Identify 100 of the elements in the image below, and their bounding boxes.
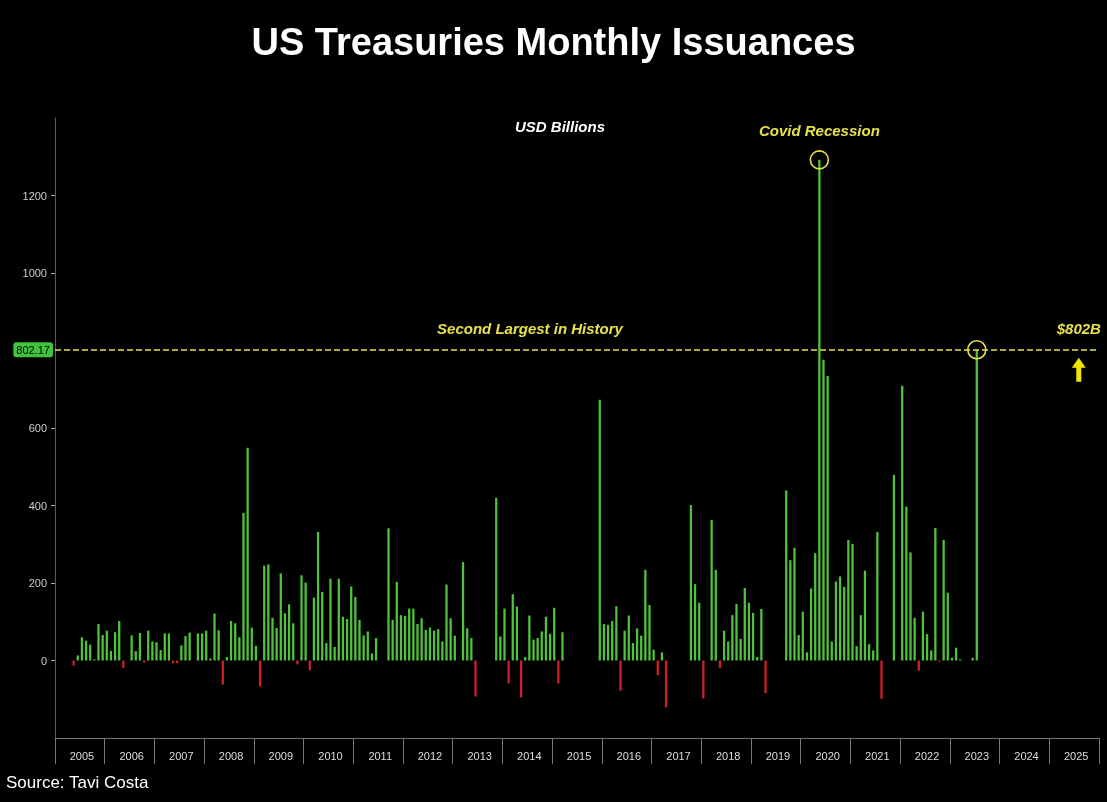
x-tick-label: 2012 (417, 749, 443, 762)
x-tick-label: 2010 (318, 749, 343, 762)
y-tick-label: 0 (40, 654, 47, 667)
x-tick-label: 2008 (218, 749, 244, 762)
bar (880, 660, 883, 699)
x-tick-label: 2014 (517, 749, 542, 762)
bar (561, 632, 564, 661)
x-tick-label: 2021 (865, 749, 890, 762)
bar (358, 619, 361, 661)
ref-line-label: 802.17 (16, 343, 50, 356)
bar (532, 639, 535, 661)
bar (445, 584, 448, 661)
bar (635, 628, 639, 661)
bar (872, 650, 875, 661)
bar (631, 643, 635, 661)
bar (374, 638, 378, 661)
bar (130, 635, 133, 661)
bar (109, 650, 113, 661)
bar (329, 578, 332, 661)
bar (470, 638, 473, 661)
bar (420, 618, 423, 661)
bar (167, 633, 171, 661)
bar (950, 657, 954, 661)
bar (200, 633, 204, 661)
bar (756, 657, 759, 661)
x-tick-label: 2015 (566, 749, 592, 762)
bar (739, 638, 742, 661)
bar (909, 552, 912, 661)
bar (72, 660, 75, 666)
bar (499, 636, 502, 661)
x-tick-label: 2022 (914, 749, 940, 762)
bar (362, 635, 365, 661)
annotation: Second Largest in History (437, 319, 624, 337)
bar (660, 652, 664, 661)
bar (238, 637, 241, 661)
x-tick-label: 2019 (765, 749, 791, 762)
bar (735, 603, 738, 661)
bar (867, 644, 871, 661)
bar (80, 637, 84, 661)
bar (196, 633, 200, 661)
bar (416, 624, 419, 661)
bar (325, 643, 328, 661)
bar (524, 657, 527, 661)
bar (764, 660, 767, 694)
x-tick-label: 2007 (169, 749, 194, 762)
bar (213, 613, 216, 661)
bar (466, 628, 469, 661)
bar (930, 650, 933, 661)
x-tick-label: 2023 (964, 749, 990, 762)
y-tick-label: 1000 (22, 267, 47, 279)
bar (540, 631, 543, 661)
y-tick-label: 200 (28, 577, 47, 589)
bar (536, 638, 539, 661)
bar (76, 655, 79, 661)
bar (619, 660, 622, 691)
bar (101, 634, 104, 661)
bar (822, 359, 825, 661)
bar (159, 650, 162, 661)
bar (954, 647, 958, 661)
bar (155, 642, 158, 661)
chart-subtitle: USD Billions (515, 118, 606, 135)
bar (271, 617, 274, 661)
bar (134, 651, 137, 661)
bar (184, 636, 187, 661)
bar (300, 575, 303, 661)
bar (793, 547, 796, 661)
bar (242, 512, 245, 661)
y-tick-label: 600 (28, 422, 47, 434)
bar (180, 645, 183, 661)
x-tick-label: 2013 (467, 749, 492, 762)
bar (387, 528, 390, 661)
bar (366, 631, 369, 661)
y-tick-label: 400 (28, 499, 47, 512)
y-tick-label: 1200 (22, 189, 47, 202)
bar (648, 605, 651, 661)
bar (851, 543, 854, 661)
source-note: Source: Tavi Costa (6, 773, 149, 792)
x-tick-label: 2005 (69, 749, 95, 762)
bar (225, 657, 229, 661)
bar (805, 652, 809, 661)
bar (97, 624, 100, 661)
bar (474, 660, 477, 697)
x-tick-label: 2011 (368, 749, 393, 762)
bar (163, 633, 166, 661)
x-tick-label: 2006 (119, 749, 144, 762)
annotation: Covid Recession (758, 121, 880, 139)
bar (333, 646, 336, 661)
bar (797, 634, 800, 661)
x-tick-label: 2020 (815, 749, 840, 762)
x-tick-label: 2018 (715, 749, 741, 762)
x-tick-label: 2017 (666, 749, 691, 762)
annotation: $802B (1055, 319, 1102, 337)
bar (113, 632, 117, 661)
bar (217, 630, 220, 661)
bar (449, 618, 452, 661)
bar (855, 646, 858, 661)
bar (503, 608, 506, 661)
x-tick-label: 2025 (1063, 749, 1089, 762)
x-tick-label: 2016 (616, 749, 642, 762)
chart-title: US Treasuries Monthly Issuances (251, 21, 856, 63)
